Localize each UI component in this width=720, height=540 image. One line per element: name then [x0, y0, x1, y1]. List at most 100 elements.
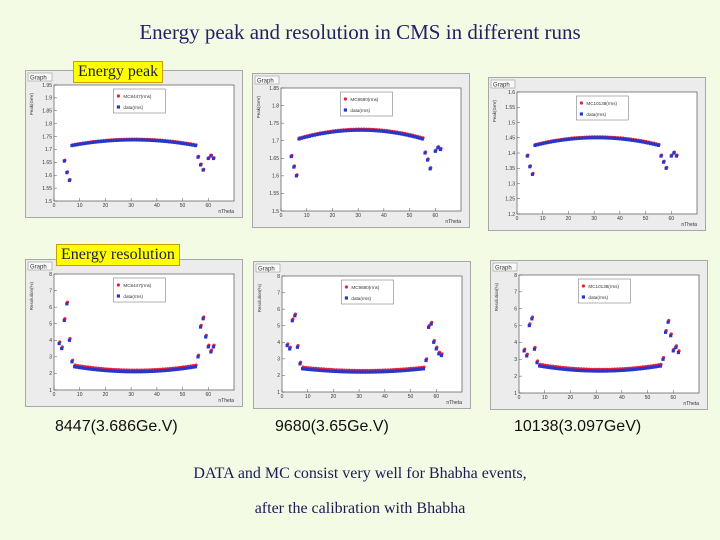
data-point [132, 138, 136, 142]
data-point [582, 136, 586, 140]
data-point [318, 368, 323, 373]
data-point [628, 138, 632, 142]
conclusion-line-2: after the calibration with Bhabha [254, 500, 466, 517]
data-point [147, 369, 151, 374]
data-point [532, 347, 537, 351]
legend-box [341, 279, 394, 305]
chart-svg: Graph Peak(GeV) 1.5 1.55 1.6 1.65 1.7 1.75 1.8 1.… [254, 75, 462, 225]
data-point [666, 320, 670, 324]
y-tick-label: 8 [49, 272, 52, 278]
data-point [209, 154, 213, 158]
y-tick-label: 1.7 [45, 147, 52, 153]
legend-entry-mc: MC9680(rms) [350, 97, 379, 102]
data-point [134, 138, 138, 142]
y-tick-label: 5 [277, 324, 280, 330]
data-point [351, 128, 355, 132]
x-tick-label: 10 [542, 395, 548, 401]
y-tick-label: 7 [49, 288, 52, 294]
data-point [93, 368, 97, 372]
data-point [535, 143, 540, 147]
data-point [627, 368, 632, 372]
x-tick-label: 20 [103, 392, 109, 398]
data-point [201, 168, 205, 172]
data-point [546, 140, 550, 145]
y-tick-label: 1.2 [508, 212, 515, 218]
data-point [413, 135, 417, 139]
x-tick-label: 50 [407, 213, 413, 219]
y-tick-label: 1.25 [505, 197, 515, 203]
y-tick-label: 1.85 [42, 109, 52, 115]
data-point [294, 174, 299, 178]
data-point [204, 335, 208, 339]
data-point [548, 140, 553, 144]
y-tick-label: 1.7 [272, 139, 279, 145]
data-point [331, 369, 336, 373]
y-tick-label: 5 [514, 323, 517, 329]
x-tick-label: 20 [568, 395, 574, 401]
data-point [329, 369, 333, 373]
data-point [150, 138, 154, 142]
y-tick-label: 1.9 [45, 96, 52, 102]
x-tick-label: 0 [281, 394, 284, 400]
data-point [607, 136, 612, 140]
data-point [93, 140, 97, 144]
y-tick-label: 1 [514, 391, 517, 397]
y-tick-label: 1.6 [45, 173, 52, 179]
x-tick-label: 60 [206, 203, 212, 209]
data-point [313, 368, 318, 372]
data-point [191, 365, 195, 369]
legend-entry-data: data(rms) [588, 295, 608, 300]
data-point [577, 136, 581, 140]
data-point [645, 366, 650, 370]
data-point [383, 370, 387, 374]
legend-entry-data: data(rms) [350, 108, 370, 113]
data-point [83, 141, 87, 146]
data-point [395, 131, 399, 135]
data-point [591, 369, 596, 373]
y-tick-label: 4 [277, 340, 280, 346]
y-tick-label: 1.65 [269, 156, 279, 162]
data-point [377, 129, 381, 133]
data-point [160, 139, 164, 143]
data-point [584, 136, 589, 140]
data-point [423, 151, 427, 155]
data-point [196, 355, 200, 359]
data-point [406, 368, 410, 372]
y-tick-label: 7 [277, 290, 280, 296]
data-point [183, 366, 187, 370]
data-point [191, 143, 195, 147]
y-tick-label: 3 [49, 355, 52, 361]
data-point [574, 136, 578, 141]
data-point [150, 369, 154, 373]
x-tick-label: 60 [434, 394, 440, 400]
data-point [306, 367, 310, 371]
x-tick-label: 50 [180, 392, 186, 398]
y-tick-label: 2 [49, 371, 52, 377]
data-point [362, 370, 366, 374]
energy-resolution-label: Energy resolution [56, 244, 180, 266]
data-point [525, 154, 529, 158]
y-axis-label: Resolution(%) [29, 282, 34, 311]
x-tick-label: 60 [669, 216, 675, 222]
data-point [119, 138, 123, 142]
data-point [602, 369, 606, 373]
data-point [558, 367, 562, 371]
data-point [352, 370, 356, 374]
data-point [299, 136, 304, 140]
legend-marker-data [581, 295, 585, 299]
data-point [324, 369, 328, 373]
data-point [186, 142, 190, 146]
y-axis-label: Resolution(%) [494, 283, 499, 312]
y-tick-label: 1.3 [508, 181, 515, 187]
data-point [303, 367, 307, 371]
x-tick-label: 30 [593, 395, 599, 401]
data-point [342, 370, 346, 374]
data-point [126, 138, 131, 142]
data-point [316, 368, 320, 372]
data-point [152, 369, 156, 373]
y-tick-label: 1.8 [45, 121, 52, 127]
data-point [408, 368, 413, 372]
y-tick-label: 7 [514, 290, 517, 296]
data-point [636, 139, 640, 143]
graph-tag: Graph [493, 83, 510, 89]
